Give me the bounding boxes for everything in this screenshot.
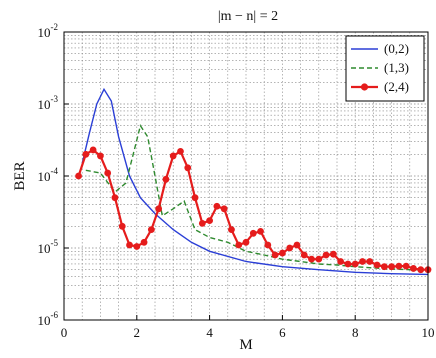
series-point [75,172,82,180]
series-point [133,243,141,250]
x-tick-label: 4 [206,325,213,340]
series-point [351,260,359,268]
y-tick-label: 10-3 [38,94,59,112]
x-axis-label: M [239,337,252,353]
series-point [315,255,323,263]
x-tick-label: 8 [352,325,359,340]
series-point [337,258,345,265]
series-point [308,255,315,263]
series-point [388,263,395,271]
legend-label: (0,2) [384,41,409,56]
series-point [126,241,133,249]
series-point [264,241,272,249]
series-point [344,260,352,268]
x-tick-label: 6 [279,325,286,340]
series-point [329,250,337,258]
series-point [395,262,403,270]
series-point [104,169,112,177]
series-point [140,238,148,246]
series-point [373,261,381,269]
series-point [242,238,250,246]
x-axis-ticks: 0 2 4 6 8 10 [61,315,435,340]
series-line-2 [77,148,428,271]
series-point [402,262,410,270]
series-point [162,175,170,183]
series-point [410,265,417,272]
series-point [359,258,366,265]
series-point [322,251,330,259]
series-point [300,251,308,259]
legend: (0,2) (1,3) (2,4) [345,35,425,102]
series-point [155,205,163,213]
legend-label: (2,4) [384,79,409,94]
series-point [366,258,374,265]
series-point [257,228,264,235]
series-point [177,147,184,155]
series-point [97,152,104,160]
y-axis-ticks: 10-6 10-5 10-4 10-3 10-2 [38,22,69,328]
y-tick-label: 10-6 [38,310,59,328]
series-point [213,202,221,210]
series-point [417,266,425,274]
series-point [169,152,177,160]
series-point [118,222,126,230]
series-point [220,205,228,213]
chart-title: |m − n| = 2 [218,9,278,24]
series-point [235,241,243,249]
series-point [279,249,286,257]
series-layer [75,87,432,276]
legend-label: (1,3) [384,60,409,75]
series-point [198,219,206,227]
x-tick-label: 10 [422,325,435,340]
series-point [271,251,279,259]
series-point [184,164,192,172]
series-point [206,217,214,225]
legend-marker [360,83,369,91]
series-point [147,226,155,234]
series-point [111,194,119,202]
y-tick-label: 10-5 [38,238,59,256]
x-tick-label: 2 [134,325,141,340]
series-point [228,226,235,234]
series-point [191,194,199,202]
series-line-0 [81,87,429,276]
series-point [293,241,301,249]
series-point [82,150,90,158]
x-tick-label: 0 [61,325,68,340]
series-point [249,229,257,237]
series-point [286,244,294,252]
y-tick-label: 10-4 [38,166,59,184]
series-point [380,263,388,271]
series-point [89,146,97,154]
y-tick-label: 10-2 [38,22,59,40]
y-axis-label: BER [12,161,28,190]
